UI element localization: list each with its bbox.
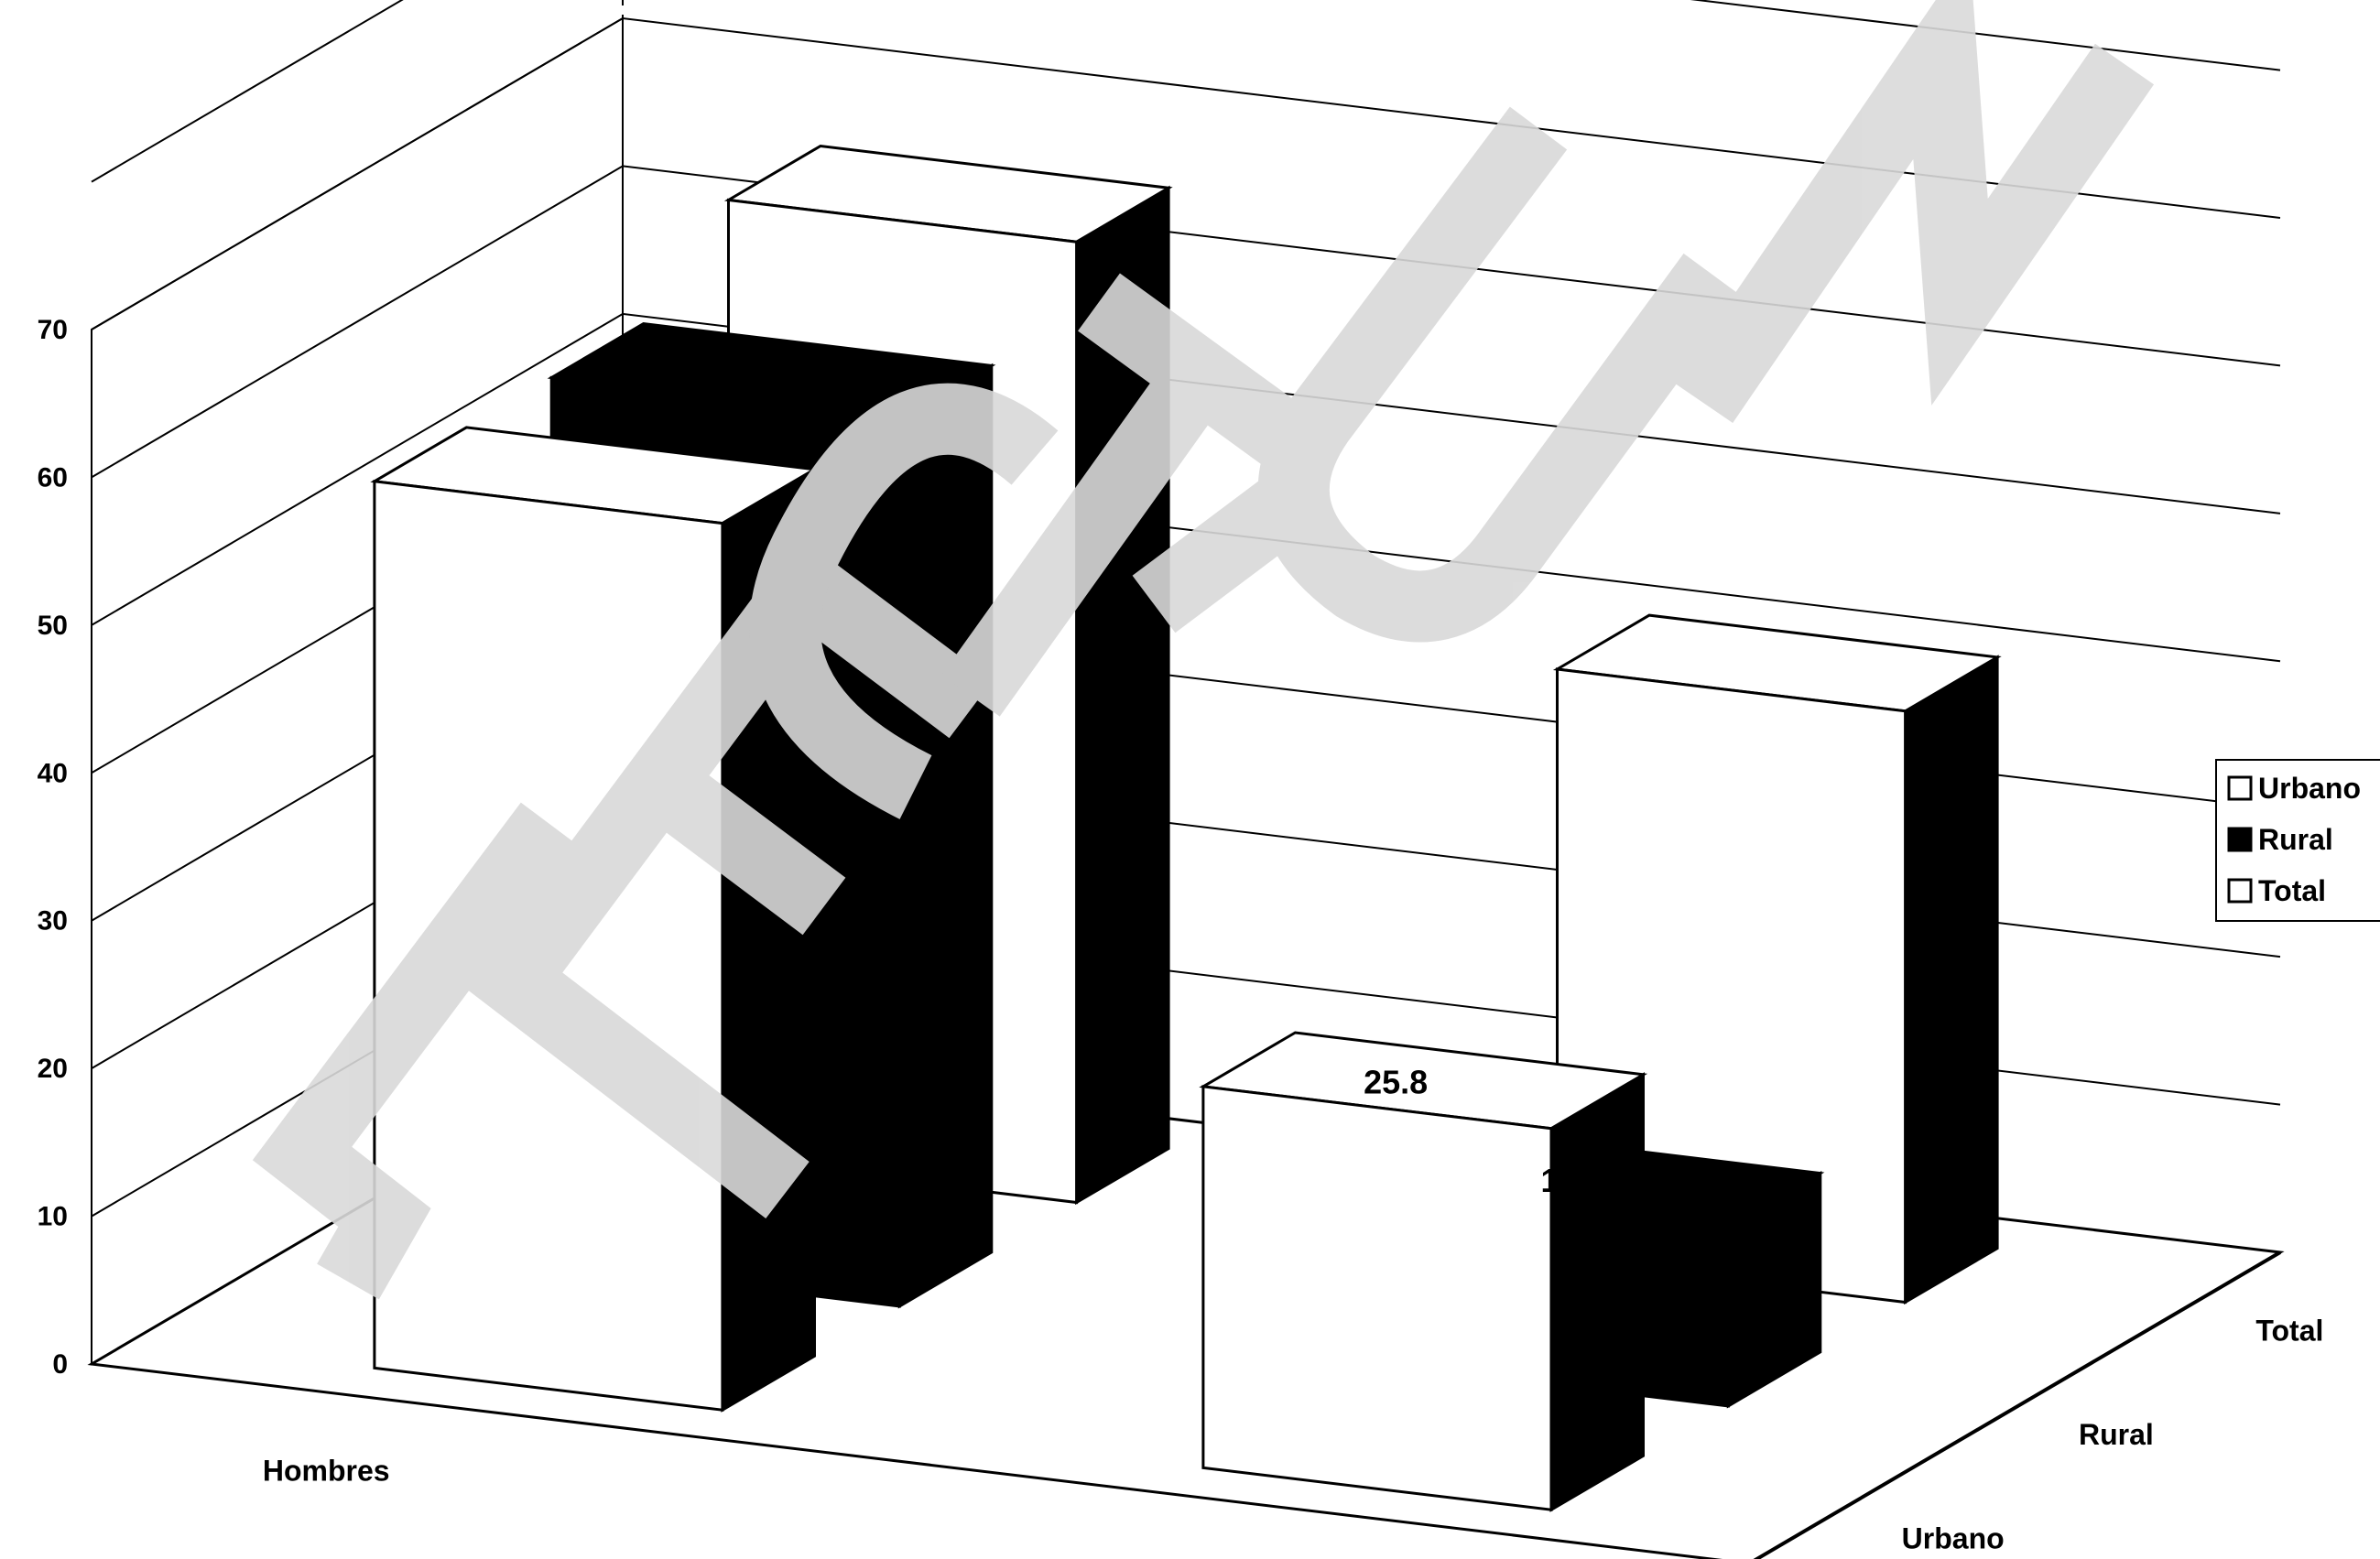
y-tick-label: 40 xyxy=(38,758,68,788)
depth-label: Rural xyxy=(2079,1418,2154,1451)
legend: Urbano Rural Total xyxy=(2215,759,2380,922)
bar-total-mujeres xyxy=(1552,613,2002,1305)
y-tick-label: 10 xyxy=(38,1202,68,1232)
depth-axis-line xyxy=(1753,1250,2282,1559)
y-tick-label: 20 xyxy=(38,1054,68,1084)
y-tick-label: 70 xyxy=(38,315,68,345)
category-label: Hombres xyxy=(263,1454,390,1487)
y-axis-tick-labels: 0 10 20 30 40 50 60 70 xyxy=(38,315,68,1380)
data-label: 12.1 xyxy=(1540,1162,1604,1199)
bar-side xyxy=(1075,185,1170,1206)
y-tick-label: 0 xyxy=(52,1349,68,1380)
legend-swatch xyxy=(2227,827,2253,852)
legend-swatch xyxy=(2227,775,2253,801)
bar-side xyxy=(1549,1072,1645,1512)
bar-front xyxy=(1201,1085,1553,1511)
data-label: 25.8 xyxy=(1364,1063,1428,1100)
legend-label: Rural xyxy=(2258,823,2333,856)
bar-side xyxy=(1904,655,1999,1305)
data-labels: 25.8 12.1 xyxy=(1364,1063,1604,1199)
depth-label: Urbano xyxy=(1902,1521,2005,1554)
y-tick-label: 30 xyxy=(38,906,68,936)
category-labels: Hombres Mujeres xyxy=(263,1454,1211,1559)
y-tick-label: 60 xyxy=(38,462,68,493)
bar-front xyxy=(373,480,724,1412)
y-tick-label: 50 xyxy=(38,611,68,641)
depth-label: Total xyxy=(2255,1315,2323,1348)
bar-side xyxy=(897,363,994,1309)
bar-urbano-mujeres xyxy=(1199,1031,1648,1512)
category-label: Mujeres xyxy=(1100,1554,1211,1559)
legend-swatch xyxy=(2227,878,2253,904)
legend-label: Urbano xyxy=(2258,772,2361,805)
bar-side xyxy=(721,467,816,1413)
bar-urbano-hombres xyxy=(370,426,820,1413)
legend-label: Total xyxy=(2258,874,2326,907)
depth-axis-labels: Urbano Rural Total xyxy=(1902,1315,2324,1555)
